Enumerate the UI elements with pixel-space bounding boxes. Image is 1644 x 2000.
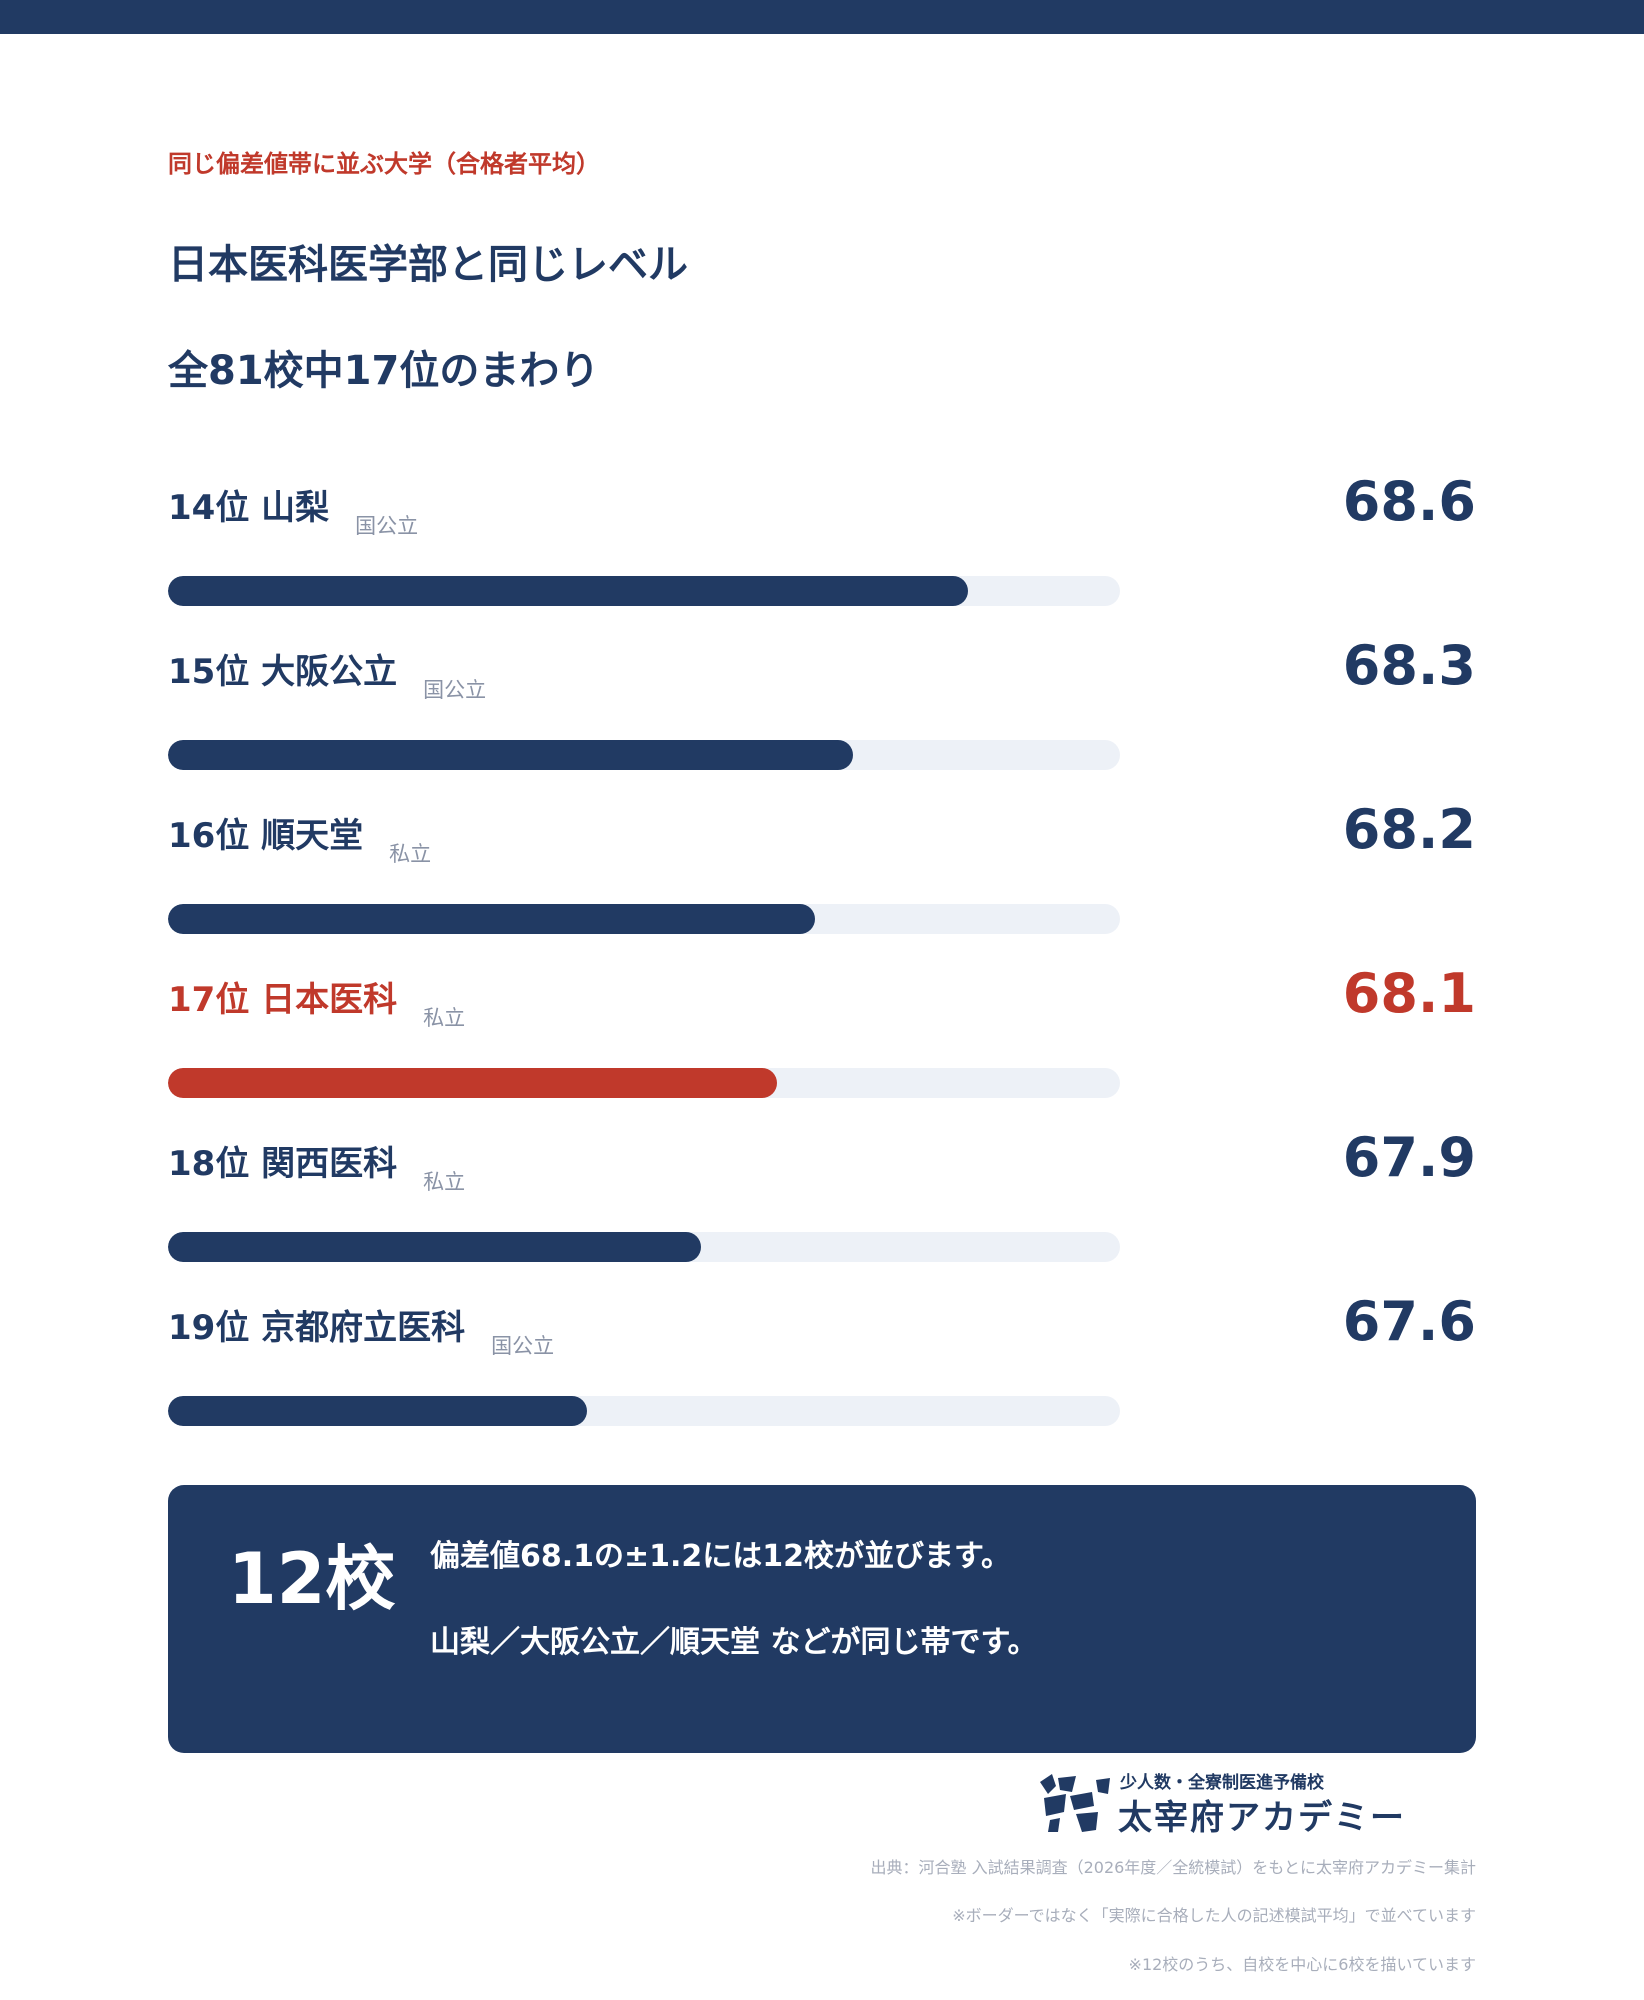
bar-track (168, 740, 1120, 770)
rank-label: 19位 京都府立医科国公立 (168, 1300, 554, 1358)
rank-school-name: 14位 山梨 (168, 488, 330, 528)
bar-fill (168, 904, 815, 934)
brand-tagline: 少人数・全寮制医進予備校 (1120, 1773, 1324, 1793)
rank-school-type: 国公立 (423, 678, 487, 702)
page-subtitle: 全81校中17位のまわり (168, 348, 600, 394)
bar-fill (168, 1068, 777, 1098)
rank-label: 14位 山梨国公立 (168, 480, 418, 538)
rank-row: 16位 順天堂私立 68.2 (0, 798, 1644, 972)
rank-school-name: 19位 京都府立医科 (168, 1308, 466, 1348)
rank-row: 18位 関西医科私立 67.9 (0, 1126, 1644, 1300)
rank-value-label: 68.1 (1342, 962, 1476, 1025)
rank-school-name: 17位 日本医科 (168, 980, 398, 1020)
rank-school-type: 私立 (423, 1170, 466, 1194)
bar-track (168, 1232, 1120, 1262)
rank-school-name: 15位 大阪公立 (168, 652, 398, 692)
rank-label: 16位 順天堂私立 (168, 808, 431, 866)
rank-school-type: 私立 (423, 1006, 466, 1030)
bar-fill (168, 576, 968, 606)
bar-track (168, 1068, 1120, 1098)
rank-label: 18位 関西医科私立 (168, 1136, 465, 1194)
summary-count: 12校 (228, 1538, 396, 1620)
rank-row: 17位 日本医科私立 68.1 (0, 962, 1644, 1136)
summary-line-1: 偏差値68.1の±1.2には12校が並びます。 (430, 1539, 1012, 1574)
rank-value-label: 68.2 (1342, 798, 1476, 861)
rank-school-type: 国公立 (355, 514, 419, 538)
bar-fill (168, 740, 853, 770)
rank-value-label: 67.9 (1342, 1126, 1476, 1189)
rank-school-type: 私立 (389, 842, 432, 866)
brand-name: 太宰府アカデミー (1118, 1798, 1406, 1838)
summary-box: 12校 偏差値68.1の±1.2には12校が並びます。 山梨／大阪公立／順天堂 … (168, 1485, 1476, 1753)
bar-fill (168, 1232, 701, 1262)
top-band (0, 0, 1644, 34)
summary-line-2: 山梨／大阪公立／順天堂 などが同じ帯です。 (430, 1625, 1038, 1660)
rank-value-label: 67.6 (1342, 1290, 1476, 1353)
rank-school-name: 18位 関西医科 (168, 1144, 398, 1184)
rank-row: 14位 山梨国公立 68.6 (0, 470, 1644, 644)
kicker-text: 同じ偏差値帯に並ぶ大学（合格者平均） (168, 150, 600, 178)
brand-logo: 少人数・全寮制医進予備校 太宰府アカデミー (1036, 1768, 1476, 1838)
footnote-source: 出典：河合塾 入試結果調査（2026年度／全統模試）をもとに太宰府アカデミー集計 (870, 1858, 1477, 1877)
rank-school-type: 国公立 (491, 1334, 555, 1358)
bar-track (168, 1396, 1120, 1426)
rank-value-label: 68.3 (1342, 634, 1476, 697)
footnote-method: ※ボーダーではなく「実際に合格した人の記述模試平均」で並べています (952, 1906, 1476, 1925)
rank-school-name: 16位 順天堂 (168, 816, 364, 856)
rank-row: 15位 大阪公立国公立 68.3 (0, 634, 1644, 808)
rank-value-label: 68.6 (1342, 470, 1476, 533)
page-title: 日本医科医学部と同じレベル (168, 242, 688, 288)
bar-fill (168, 1396, 587, 1426)
bar-track (168, 576, 1120, 606)
academy-logo-icon (1040, 1774, 1110, 1832)
bar-track (168, 904, 1120, 934)
footnote-scope: ※12校のうち、自校を中心に6校を描いています (1128, 1955, 1476, 1974)
rank-label: 15位 大阪公立国公立 (168, 644, 486, 702)
rank-row: 19位 京都府立医科国公立 67.6 (0, 1290, 1644, 1464)
rank-label: 17位 日本医科私立 (168, 972, 465, 1030)
